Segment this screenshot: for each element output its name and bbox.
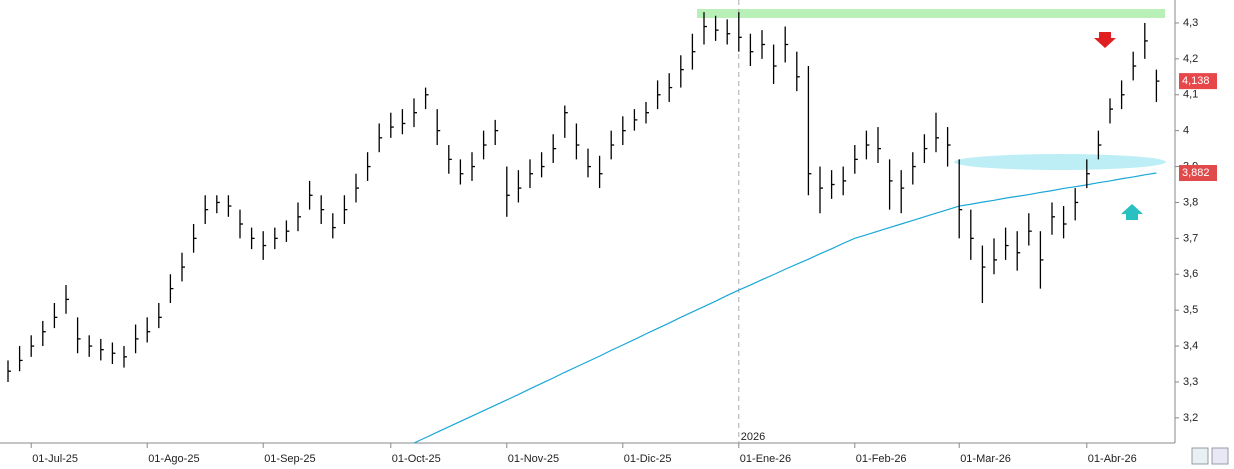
y-tick-label: 4,2 — [1183, 53, 1198, 65]
y-tick-label: 3,8 — [1183, 196, 1198, 208]
y-tick-label: 3,7 — [1183, 232, 1198, 244]
arrow-down — [1094, 32, 1116, 48]
x-tick-label: 01-Ago-25 — [148, 453, 199, 465]
last-value-label: 4,138 — [1182, 75, 1210, 87]
zoom-icon[interactable] — [1191, 447, 1209, 465]
x-tick-label: 01-Abr-26 — [1088, 453, 1137, 465]
last-value-label: 3,882 — [1182, 167, 1210, 179]
save-icon[interactable] — [1211, 447, 1229, 465]
y-tick-label: 3,5 — [1183, 304, 1198, 316]
x-tick-label: 01-Jul-25 — [32, 453, 78, 465]
resistance-band — [697, 9, 1165, 18]
y-tick-label: 3,6 — [1183, 268, 1198, 280]
x-tick-label: 01-Dic-25 — [624, 453, 672, 465]
x-tick-label: 01-Mar-26 — [960, 453, 1011, 465]
y-tick-label: 4,3 — [1183, 17, 1198, 29]
x-tick-label: 01-Oct-25 — [392, 453, 441, 465]
x-tick-label: 01-Feb-26 — [856, 453, 907, 465]
x-tick-label: 01-Sep-25 — [264, 453, 315, 465]
y-tick-label: 3,2 — [1183, 412, 1198, 424]
x-tick-label: 01-Nov-25 — [508, 453, 559, 465]
x-tick-label: 01-Ene-26 — [740, 453, 791, 465]
y-tick-label: 4,1 — [1183, 89, 1198, 101]
last-value-badge — [1179, 73, 1217, 90]
last-value-badge — [1179, 165, 1217, 182]
y-tick-label: 3,4 — [1183, 340, 1198, 352]
arrow-up — [1121, 204, 1143, 220]
y-tick-label: 3,3 — [1183, 376, 1198, 388]
y-tick-label: 4 — [1183, 125, 1189, 137]
moving-average — [413, 172, 1157, 444]
support-zone — [954, 154, 1166, 170]
year-label: 2026 — [741, 431, 765, 443]
